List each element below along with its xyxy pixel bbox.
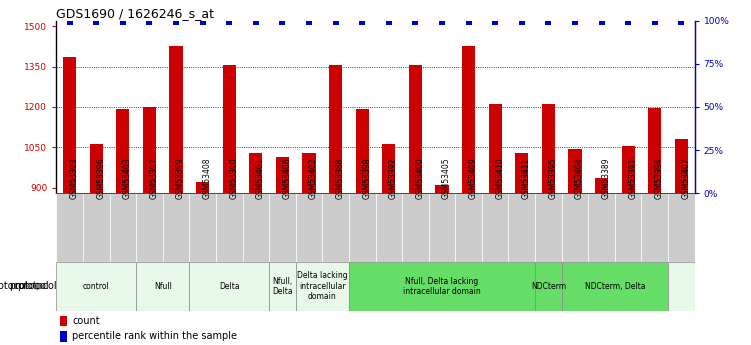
Bar	[588, 193, 615, 262]
Text: NDCterm: NDCterm	[531, 282, 566, 291]
Bar	[455, 193, 482, 262]
Text: Nfull: Nfull	[154, 282, 172, 291]
Bar	[535, 262, 562, 310]
Text: Nfull, Delta lacking
intracellular domain: Nfull, Delta lacking intracellular domai…	[403, 277, 481, 296]
Bar	[668, 193, 695, 262]
Bar	[508, 193, 535, 262]
Bar	[322, 193, 349, 262]
Text: GSM53400: GSM53400	[415, 157, 424, 199]
Bar	[59, 331, 67, 342]
Bar	[349, 262, 535, 310]
Bar	[216, 193, 243, 262]
Text: GSM53404: GSM53404	[575, 157, 584, 199]
Bar	[595, 178, 608, 193]
Bar	[189, 193, 216, 262]
Text: GSM53392: GSM53392	[389, 157, 398, 199]
Bar	[189, 262, 269, 310]
Bar	[436, 185, 448, 193]
Bar	[143, 107, 156, 193]
Text: GSM53390: GSM53390	[229, 157, 238, 199]
Text: GSM53397: GSM53397	[149, 157, 158, 199]
Bar	[296, 262, 349, 310]
Text: GSM53399: GSM53399	[176, 157, 185, 199]
Text: GSM53398: GSM53398	[362, 157, 371, 199]
Text: GSM53407: GSM53407	[681, 157, 690, 199]
Bar	[269, 262, 296, 310]
Bar	[276, 157, 289, 193]
Text: GSM53411: GSM53411	[522, 157, 531, 199]
Bar	[489, 104, 502, 193]
Bar	[196, 183, 210, 193]
Text: GDS1690 / 1626246_s_at: GDS1690 / 1626246_s_at	[56, 7, 214, 20]
Bar	[515, 153, 529, 193]
Text: GSM53388: GSM53388	[336, 157, 345, 199]
Bar	[541, 104, 555, 193]
Bar	[249, 153, 262, 193]
Bar	[303, 153, 315, 193]
Bar	[63, 57, 77, 193]
Text: control: control	[83, 282, 110, 291]
Bar	[482, 193, 508, 262]
Bar	[409, 65, 422, 193]
Bar	[429, 193, 455, 262]
Text: GSM53408: GSM53408	[203, 157, 212, 199]
Bar	[222, 65, 236, 193]
Bar	[329, 65, 342, 193]
Text: percentile rank within the sample: percentile rank within the sample	[72, 332, 237, 341]
Bar	[136, 262, 189, 310]
Bar	[355, 109, 369, 193]
Bar	[641, 193, 668, 262]
Bar	[269, 193, 296, 262]
Bar	[349, 193, 376, 262]
Text: GSM53393: GSM53393	[70, 157, 79, 199]
Text: GSM53405: GSM53405	[442, 157, 451, 199]
Bar	[402, 193, 429, 262]
Text: GSM53396: GSM53396	[96, 157, 105, 199]
Bar	[622, 146, 635, 193]
Text: GSM53394: GSM53394	[655, 157, 664, 199]
Bar	[56, 193, 83, 262]
Text: NDCterm, Delta: NDCterm, Delta	[584, 282, 645, 291]
Text: GSM53409: GSM53409	[469, 157, 478, 199]
Bar	[562, 193, 588, 262]
Text: GSM53402: GSM53402	[309, 157, 318, 199]
Bar	[376, 193, 402, 262]
Bar	[569, 149, 581, 193]
Text: Nfull,
Delta: Nfull, Delta	[272, 277, 293, 296]
Bar	[56, 262, 136, 310]
Text: GSM53395: GSM53395	[548, 157, 557, 199]
Bar	[674, 139, 688, 193]
Bar	[163, 193, 189, 262]
Bar	[83, 193, 110, 262]
Text: GSM53389: GSM53389	[602, 157, 611, 199]
Bar	[535, 193, 562, 262]
Bar	[110, 193, 136, 262]
Bar	[615, 193, 641, 262]
Bar	[116, 109, 129, 193]
Bar	[462, 46, 475, 193]
Bar	[562, 262, 668, 310]
Text: protocol: protocol	[0, 282, 29, 291]
Text: protocol: protocol	[9, 282, 49, 291]
Bar	[296, 193, 322, 262]
Bar	[382, 144, 396, 193]
Bar	[59, 316, 67, 326]
Text: Delta: Delta	[219, 282, 240, 291]
Bar	[243, 193, 269, 262]
Text: Delta lacking
intracellular
domain: Delta lacking intracellular domain	[297, 272, 348, 301]
Bar	[668, 262, 695, 310]
Text: GSM53410: GSM53410	[495, 157, 504, 199]
Text: GSM53406: GSM53406	[282, 157, 291, 199]
Bar	[648, 108, 662, 193]
Bar	[89, 144, 103, 193]
Text: GSM53391: GSM53391	[628, 157, 637, 199]
Text: GSM53401: GSM53401	[256, 157, 265, 199]
Text: GSM53403: GSM53403	[123, 157, 132, 199]
Text: count: count	[72, 316, 100, 326]
Bar	[136, 193, 163, 262]
Bar	[170, 46, 182, 193]
Text: protocol: protocol	[17, 282, 56, 291]
